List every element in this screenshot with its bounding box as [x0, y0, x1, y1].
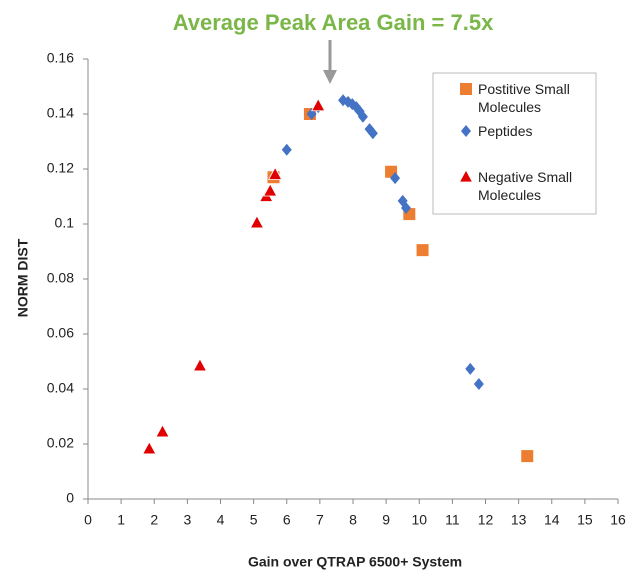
marker-triangle — [249, 215, 265, 229]
x-tick-label: 2 — [150, 512, 158, 528]
x-tick-label: 16 — [610, 512, 626, 528]
y-tick-label: 0.02 — [47, 435, 74, 451]
marker-square — [416, 244, 429, 257]
legend-label: Negative Small Molecules — [478, 169, 573, 203]
y-tick-label: 0.14 — [47, 105, 74, 121]
x-tick-label: 15 — [577, 512, 593, 528]
marker-triangle — [155, 424, 170, 438]
marker-triangle — [263, 183, 278, 197]
marker-square — [460, 83, 472, 95]
x-tick-label: 7 — [316, 512, 324, 528]
x-tick-label: 3 — [183, 512, 191, 528]
y-tick-label: 0 — [66, 490, 74, 506]
x-tick-label: 5 — [250, 512, 258, 528]
marker-diamond — [390, 172, 401, 185]
x-tick-label: 4 — [217, 512, 225, 528]
marker-diamond — [357, 110, 368, 123]
marker-triangle — [458, 169, 474, 183]
chart-title: Average Peak Area Gain = 7.5x — [173, 10, 494, 35]
legend-box — [432, 72, 597, 215]
x-tick-label: 0 — [84, 512, 92, 528]
y-tick-label: 0.06 — [47, 325, 74, 341]
marker-diamond — [461, 125, 471, 137]
x-tick-label: 9 — [382, 512, 390, 528]
marker-diamond — [401, 202, 411, 215]
y-tick-label: 0.1 — [55, 215, 75, 231]
marker-triangle — [311, 97, 326, 112]
marker-triangle — [192, 358, 208, 372]
marker-diamond — [367, 127, 378, 140]
y-tick-label: 0.08 — [47, 270, 74, 286]
marker-triangle — [267, 166, 283, 180]
legend-label: Peptides — [478, 123, 533, 139]
x-tick-label: 8 — [349, 512, 357, 528]
x-tick-label: 13 — [511, 512, 527, 528]
marker-square — [521, 450, 534, 463]
x-axis-label: Gain over QTRAP 6500+ System — [248, 554, 462, 570]
x-tick-label: 10 — [411, 512, 427, 528]
marker-diamond — [473, 378, 484, 391]
y-tick-label: 0.12 — [47, 160, 74, 176]
x-tick-label: 6 — [283, 512, 291, 528]
legend-label: Postitive Small Molecules — [478, 81, 570, 115]
y-tick-label: 0.04 — [47, 380, 74, 396]
x-tick-label: 12 — [478, 512, 494, 528]
x-tick-label: 14 — [544, 512, 560, 528]
marker-diamond — [281, 143, 292, 156]
marker-triangle — [142, 441, 157, 455]
x-tick-label: 1 — [117, 512, 125, 528]
x-tick-label: 11 — [445, 512, 460, 528]
marker-diamond — [465, 362, 476, 375]
y-axis-label: NORM DIST — [15, 238, 31, 317]
arrow-head — [323, 70, 337, 84]
y-tick-label: 0.16 — [47, 50, 74, 66]
